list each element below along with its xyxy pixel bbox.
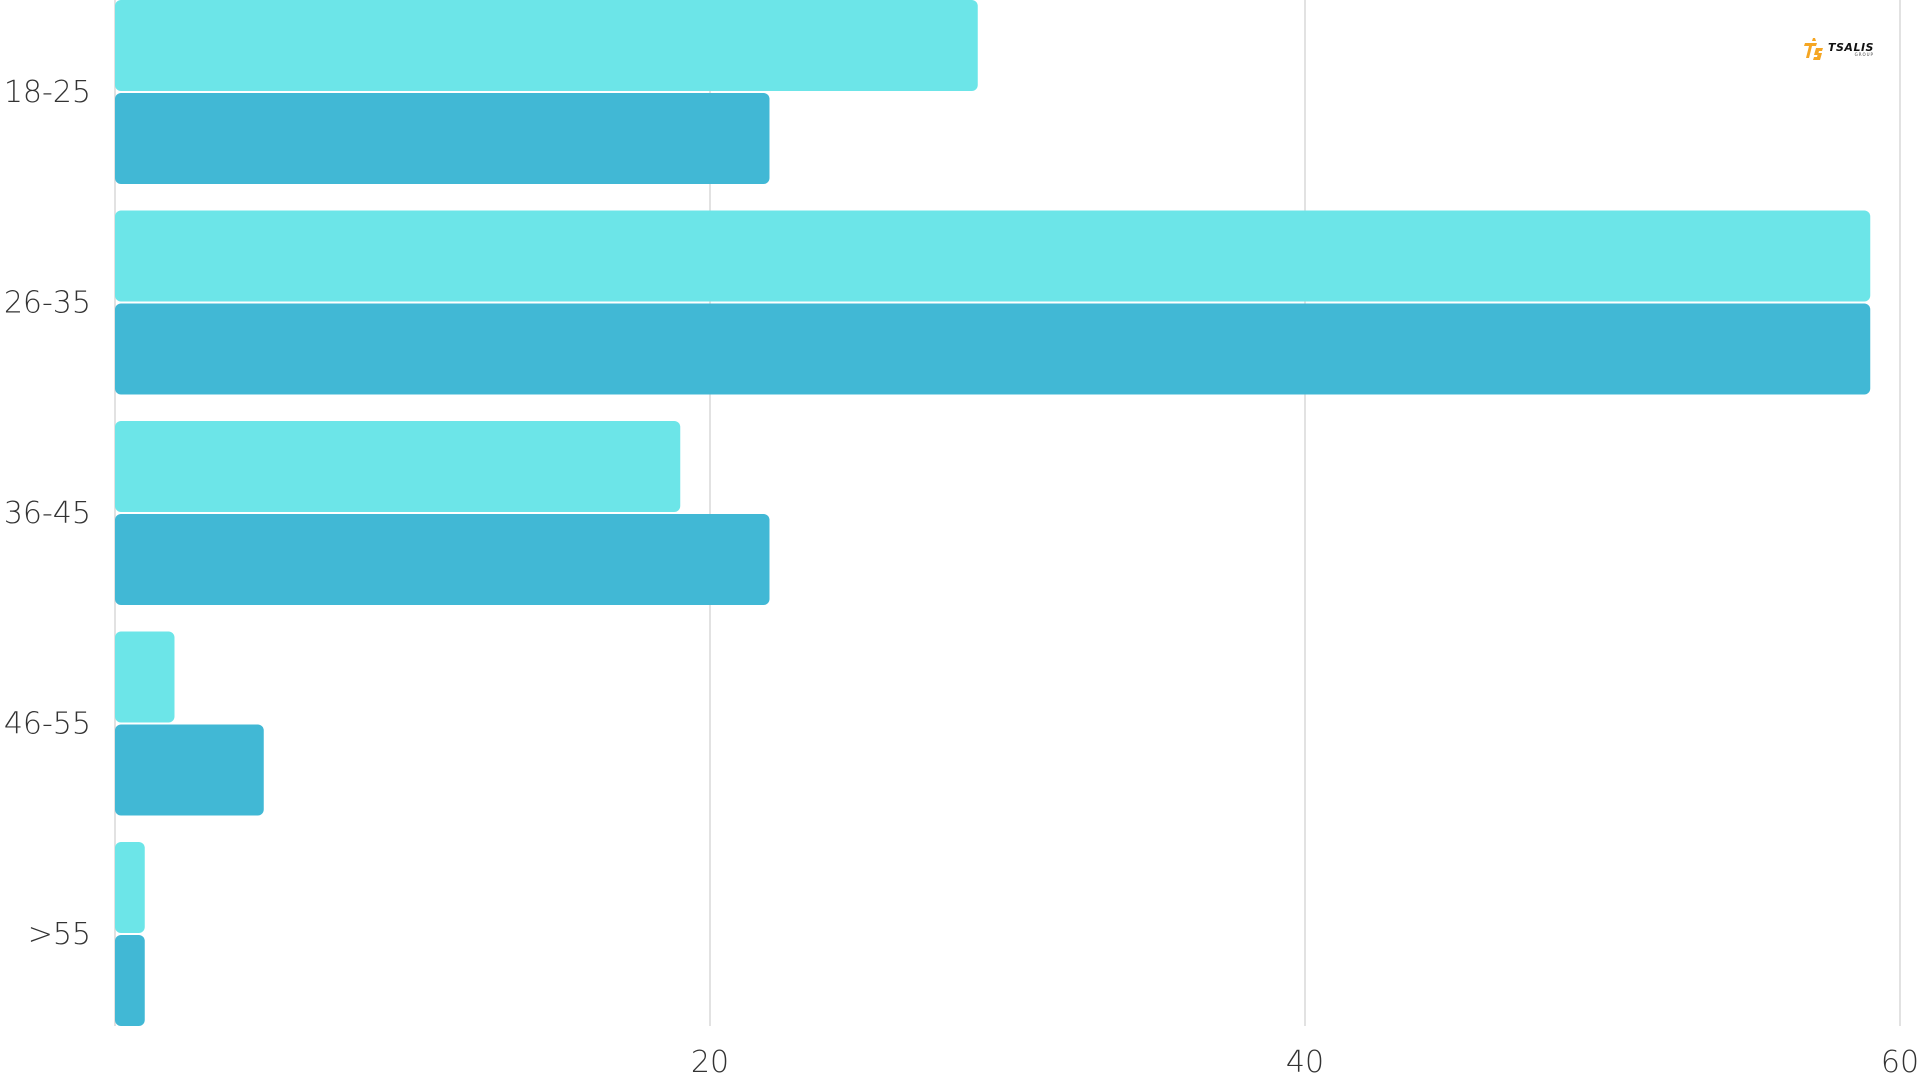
x-tick-label: 60 [1881,1045,1919,1080]
category-label: 36-45 [4,496,91,531]
category-label: >55 [28,917,91,952]
bar [115,421,681,512]
bar [115,724,264,816]
logo-text: TSALIS [1828,40,1874,54]
x-tick-label: 40 [1286,1045,1324,1080]
category-labels: 18-25 26-35 36-45 46-55 >55 [4,75,91,952]
bar [115,210,1871,302]
bar [115,93,770,184]
bar [115,631,175,723]
tsalis-logo: TSALIS GROUP [1804,38,1874,60]
category-label: 18-25 [4,75,91,110]
bar [115,0,978,91]
tsalis-logo-icon [1804,38,1823,60]
x-tick-label: 20 [691,1045,729,1080]
category-label: 46-55 [4,707,91,742]
bar [115,842,145,933]
category-label: 26-35 [4,286,91,321]
x-tick-labels: 20 40 60 [691,1045,1919,1080]
bars [115,0,1871,1026]
logo-subtext: GROUP [1854,51,1874,57]
bar [115,514,770,605]
bar [115,303,1871,395]
bar [115,935,145,1026]
